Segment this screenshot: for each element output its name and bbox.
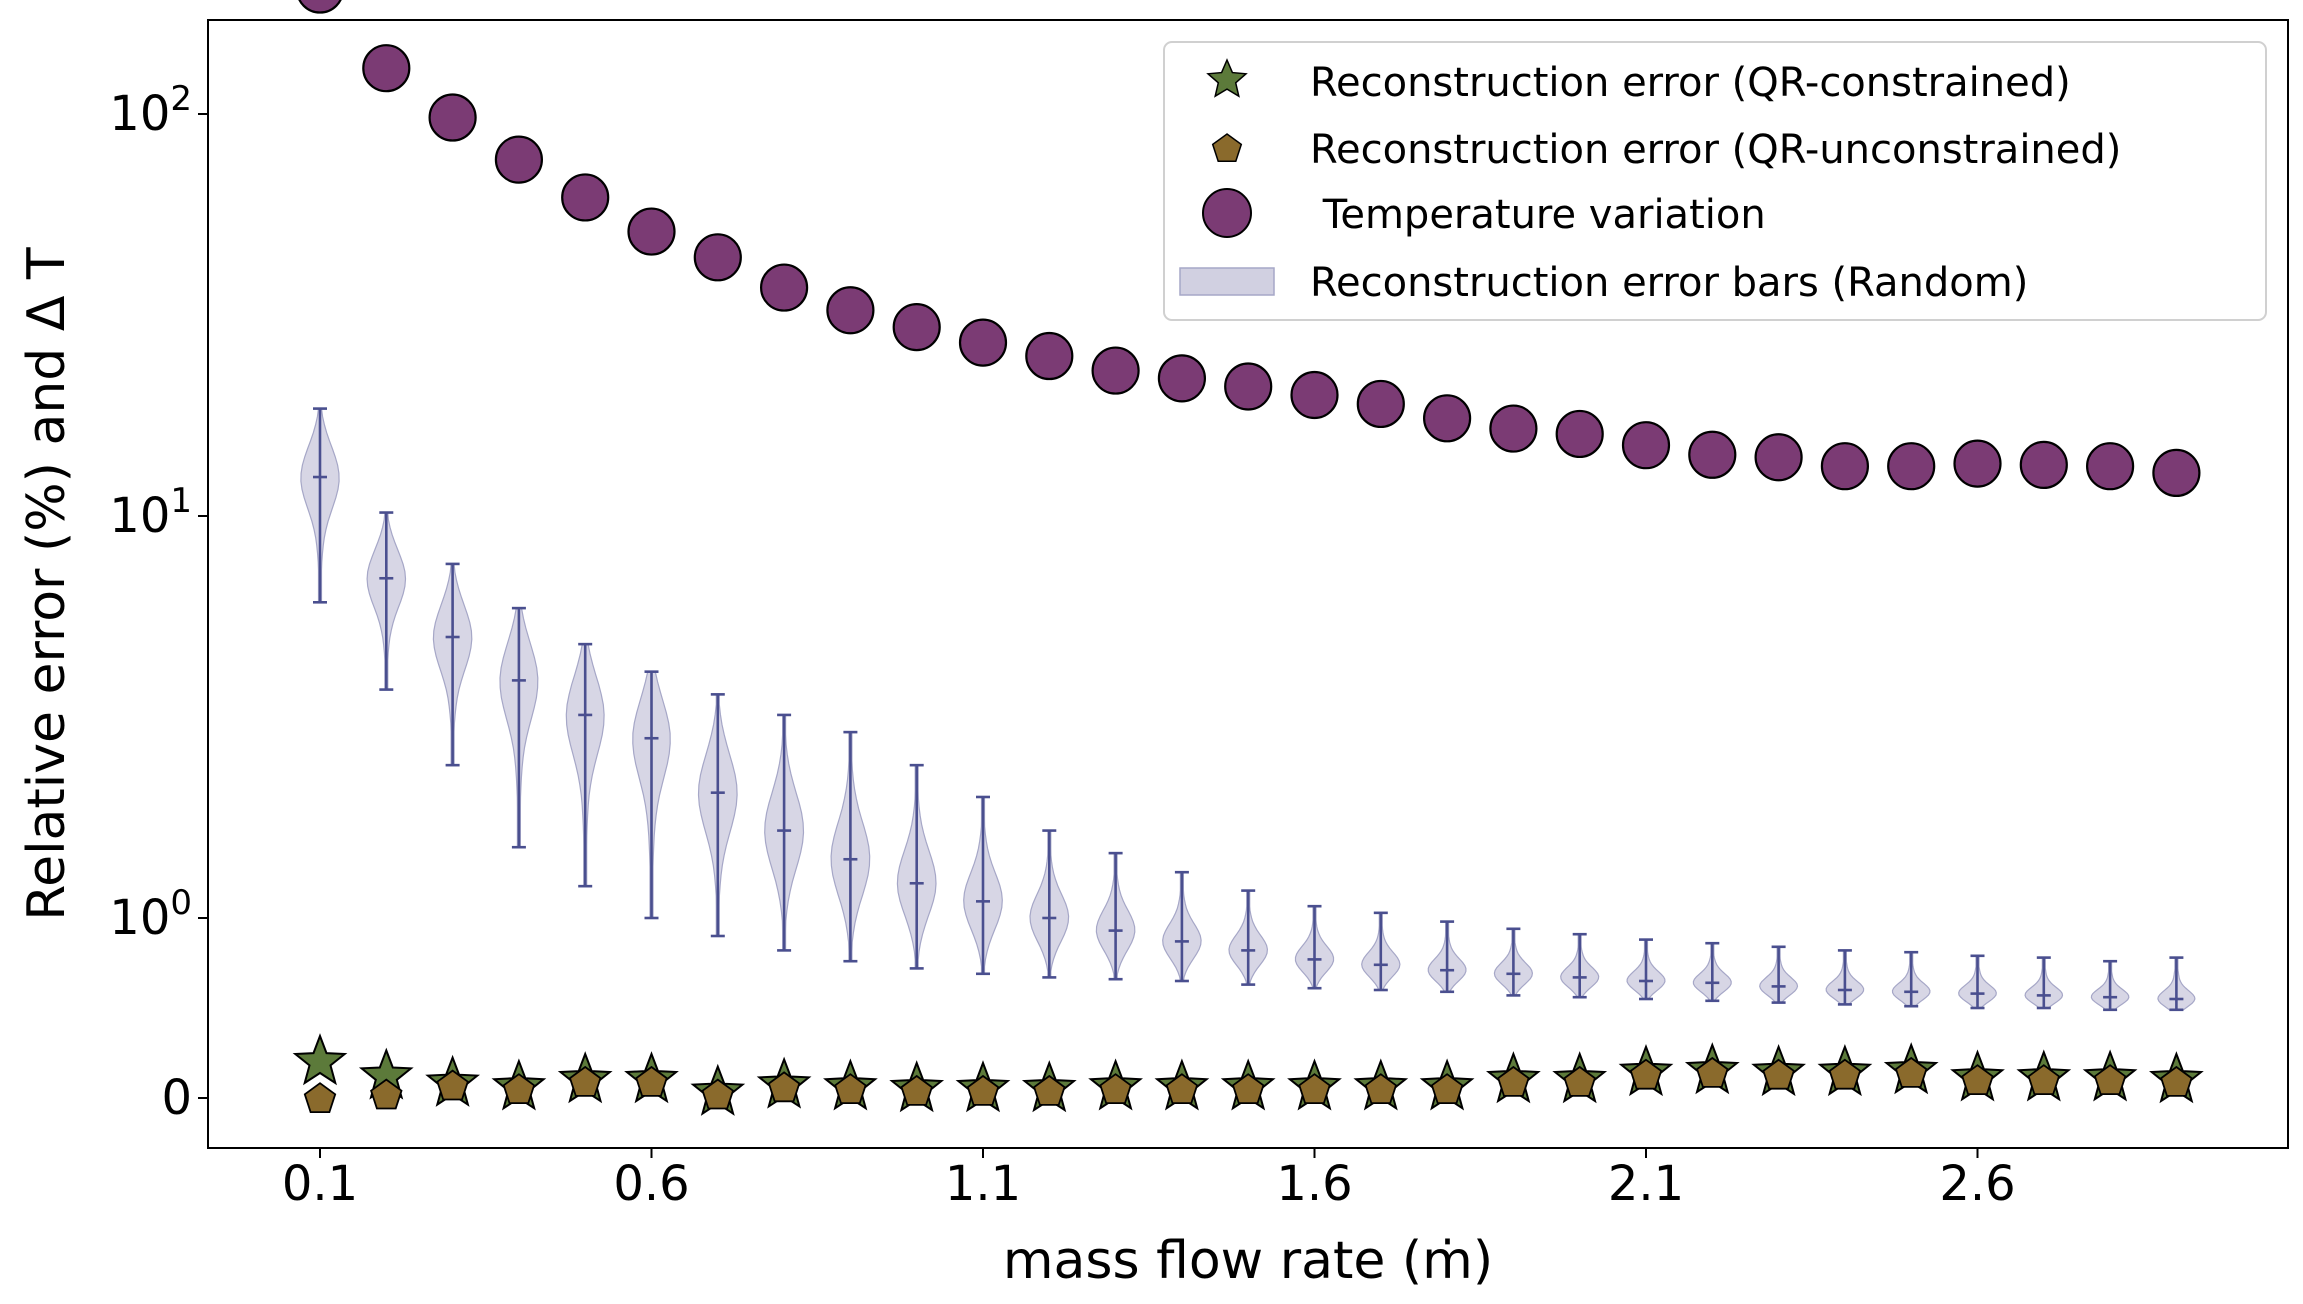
temperature-point: [1555, 409, 1604, 459]
pentagon-point: [2160, 1065, 2193, 1097]
pentagon-point: [1563, 1065, 1596, 1097]
pentagon-point: [1828, 1058, 1862, 1090]
x-tick-label: 1.1: [945, 1156, 1021, 1212]
temperature-point: [428, 93, 477, 142]
pentagon-point: [1430, 1073, 1464, 1104]
temperature-point: [494, 135, 544, 184]
legend-label-temperature: Temperature variation: [1310, 192, 1766, 238]
temperature-point: [1091, 346, 1140, 395]
plot-frame: [207, 19, 2289, 1149]
legend-label-random: Reconstruction error bars (Random): [1310, 260, 2028, 306]
y-tick-label: 0: [161, 1070, 192, 1126]
pentagon-point: [1298, 1073, 1331, 1104]
pentagon-point: [2093, 1064, 2127, 1095]
x-tick-label: 2.6: [1939, 1156, 2015, 1212]
pentagon-point: [370, 1078, 403, 1110]
star-point: [292, 1033, 348, 1086]
legend-label-qr-unconstrained: Reconstruction error (QR-unconstrained): [1310, 127, 2121, 173]
temperature-point: [1621, 421, 1671, 470]
y-axis-label: Relative error (%) and Δ T: [17, 247, 77, 921]
pentagon-point: [701, 1078, 735, 1110]
legend-frame: [1163, 41, 2267, 321]
temperature-point: [1224, 362, 1273, 411]
temperature-point: [1887, 442, 1936, 491]
y-tick-label: 102: [109, 79, 192, 142]
temperature-point: [627, 207, 676, 256]
temperature-point: [1422, 394, 1472, 443]
pentagon-point: [900, 1074, 933, 1106]
pentagon-point: [1629, 1058, 1663, 1090]
temperature-point: [1290, 370, 1339, 420]
temperature-point: [1688, 430, 1737, 479]
temperature-point: [2152, 448, 2201, 498]
violin-series: [300, 407, 2196, 1012]
temperature-point: [561, 173, 610, 222]
y-axis: 0 100 101 102: [109, 79, 208, 1126]
plot-content: [292, 0, 2204, 1116]
pentagon-point: [1696, 1056, 1729, 1088]
pentagon-point: [1961, 1064, 1994, 1095]
pentagon-point: [1165, 1073, 1199, 1104]
legend: Reconstruction error (QR-constrained) Re…: [1163, 41, 2267, 321]
temperature-point: [1025, 331, 1074, 381]
temperature-point: [1953, 439, 2002, 488]
x-tick-label: 0.6: [613, 1156, 689, 1212]
pentagon-point: [1099, 1073, 1132, 1104]
pentagon-point: [966, 1074, 1000, 1106]
temperature-point: [759, 263, 809, 312]
legend-label-qr-constrained: Reconstruction error (QR-constrained): [1310, 60, 2071, 106]
x-tick-label: 2.1: [1608, 1156, 1684, 1212]
pentagon-point: [1364, 1073, 1398, 1104]
temperature-point: [1489, 404, 1538, 453]
pentagon-point: [1231, 1073, 1265, 1104]
legend-marker-patch: [1179, 267, 1275, 296]
temperature-point: [1754, 433, 1803, 482]
qr-unconstrained-series: [303, 1056, 2193, 1113]
pentagon-point: [767, 1071, 801, 1103]
pentagon-point: [834, 1073, 867, 1104]
legend-marker-star: [1206, 58, 1248, 98]
legend-marker-circle: [1202, 188, 1252, 238]
temperature-point: [693, 233, 742, 282]
pentagon-point: [568, 1065, 602, 1097]
pentagon-point: [502, 1073, 536, 1104]
temperature-series: [298, 0, 2201, 498]
temperature-point: [298, 0, 342, 14]
pentagon-point: [1894, 1056, 1928, 1088]
pentagon-point: [635, 1065, 668, 1097]
pentagon-point: [303, 1082, 337, 1113]
temperature-point: [826, 286, 875, 335]
pentagon-point: [2027, 1064, 2061, 1095]
legend-marker-pentagon: [1211, 133, 1243, 162]
temperature-point: [1157, 354, 1207, 403]
x-axis: 0.1 0.6 1.1 1.6 2.1 2.6: [282, 1148, 2016, 1212]
temperature-point: [1356, 379, 1405, 429]
pentagon-point: [436, 1069, 469, 1101]
x-axis-label: mass flow rate (ṁ): [1003, 1231, 1493, 1291]
temperature-point: [2086, 442, 2135, 491]
x-tick-label: 1.6: [1276, 1156, 1352, 1212]
y-tick-label: 101: [109, 481, 192, 544]
pentagon-point: [1762, 1058, 1795, 1090]
temperature-point: [362, 44, 411, 93]
temperature-point: [1820, 442, 1870, 491]
pentagon-point: [1033, 1074, 1066, 1106]
x-tick-label: 0.1: [282, 1156, 358, 1212]
temperature-point: [958, 318, 1008, 367]
y-tick-label: 100: [109, 883, 192, 946]
pentagon-point: [1497, 1065, 1530, 1097]
temperature-point: [892, 303, 941, 352]
temperature-point: [2019, 440, 2068, 490]
